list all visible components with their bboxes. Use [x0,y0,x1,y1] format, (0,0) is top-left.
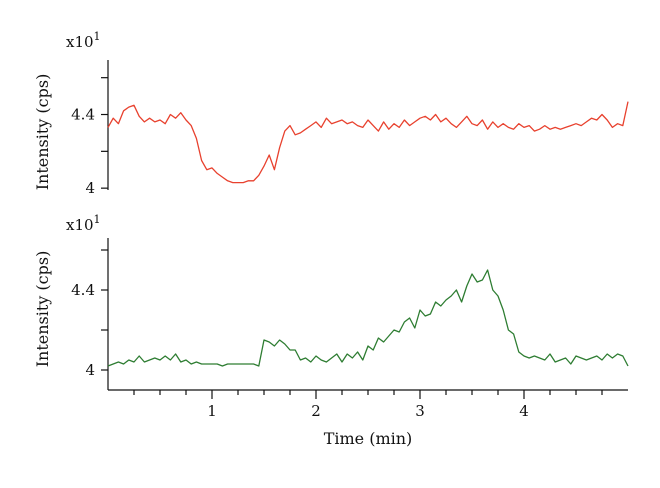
multiplier-exponent: 1 [94,30,101,43]
x-axis-title: Time (min) [324,429,413,448]
x-tick-label: 4 [519,402,529,420]
y-axis-title: Intensity (cps) [33,251,52,368]
multiplier-exponent: 1 [94,213,101,226]
x-tick-label: 2 [311,402,321,420]
x-tick-label: 1 [207,402,217,420]
y-axis-title: Intensity (cps) [33,74,52,191]
y-multiplier-label: x101 [66,213,101,234]
y-tick-label: 4 [85,179,95,197]
y-tick-label: 4.4 [71,281,95,299]
x-tick-label: 3 [415,402,425,420]
multiplier-base: x10 [66,33,94,51]
y-multiplier-label: x101 [66,30,101,51]
panel-1: 4 4.4 x101 Intensity (cps) [33,30,629,197]
series-line-1 [107,101,629,184]
series-line-2 [107,269,629,367]
multiplier-base: x10 [66,216,94,234]
y-tick-label: 4.4 [71,106,95,124]
y-tick-label: 4 [85,361,95,379]
